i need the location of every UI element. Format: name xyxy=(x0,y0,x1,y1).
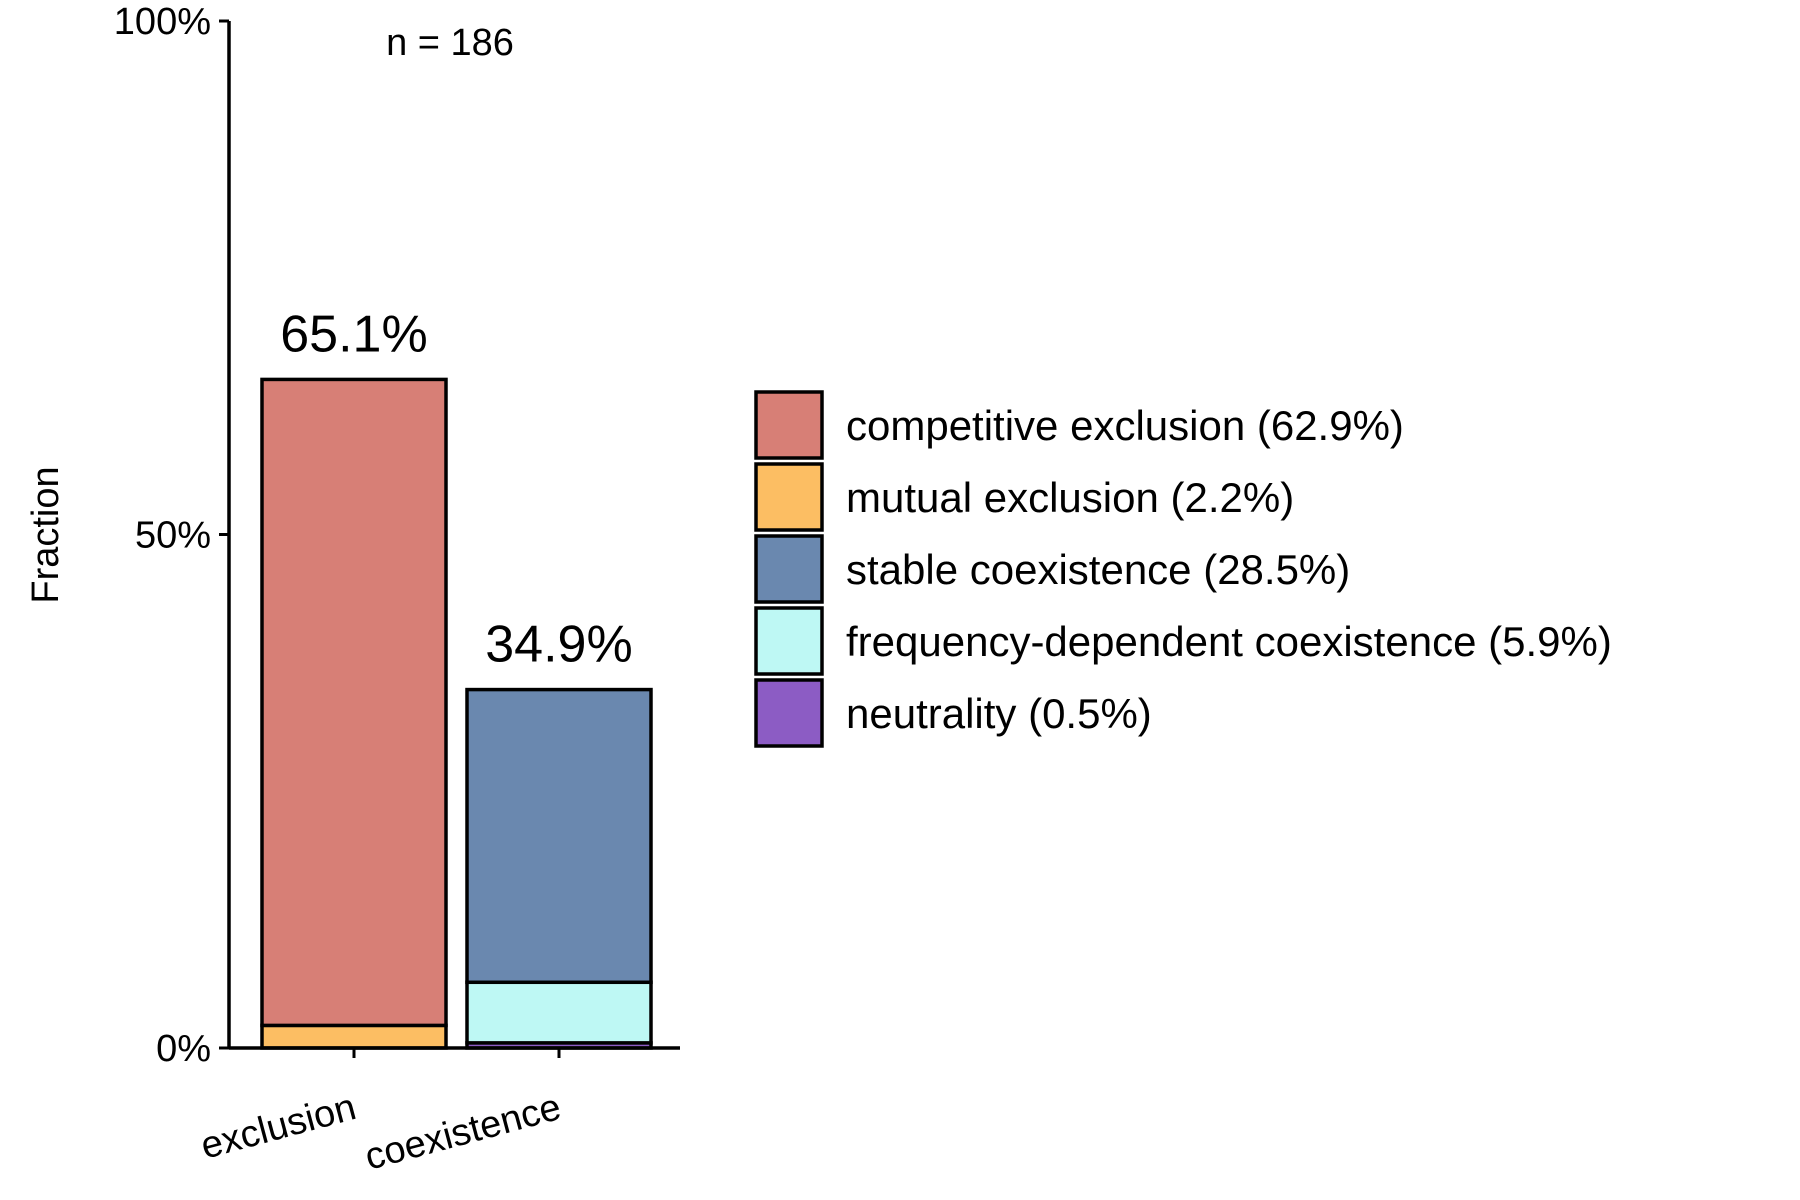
bar-segment-mutual-exclusion xyxy=(260,1023,448,1050)
legend-key xyxy=(754,678,824,748)
y-axis-title: Fraction xyxy=(25,466,67,603)
legend-label: frequency-dependent coexistence (5.9%) xyxy=(846,618,1612,665)
x-tick-label: coexistence xyxy=(361,1086,566,1179)
legend: competitive exclusion (62.9%) mutual excl… xyxy=(754,390,1612,748)
legend-label: competitive exclusion (62.9%) xyxy=(846,402,1404,449)
bar-total-label: 65.1% xyxy=(280,305,427,363)
legend-label: stable coexistence (28.5%) xyxy=(846,546,1350,593)
y-tick-label: 0% xyxy=(156,1028,211,1070)
bar-segment-competitive-exclusion xyxy=(260,377,448,1028)
y-tick-label: 50% xyxy=(135,515,211,557)
legend-label: mutual exclusion (2.2%) xyxy=(846,474,1294,521)
legend-key xyxy=(754,462,824,532)
legend-key xyxy=(754,534,824,604)
bar-segment-frequency-dependent-coexistence xyxy=(465,980,653,1045)
bar-total-label: 34.9% xyxy=(485,616,632,674)
legend-label: neutrality (0.5%) xyxy=(846,690,1152,737)
bar-segment-stable-coexistence xyxy=(465,687,653,985)
y-tick-label: 100% xyxy=(114,1,211,43)
plot-area: 65.1% exclusion 34.9% coexistence 0% 50% 100% F… xyxy=(25,1,680,1179)
sample-size-annotation: n = 186 xyxy=(386,22,514,64)
legend-key xyxy=(754,390,824,460)
x-tick-label: exclusion xyxy=(196,1086,360,1168)
legend-key xyxy=(754,606,824,676)
